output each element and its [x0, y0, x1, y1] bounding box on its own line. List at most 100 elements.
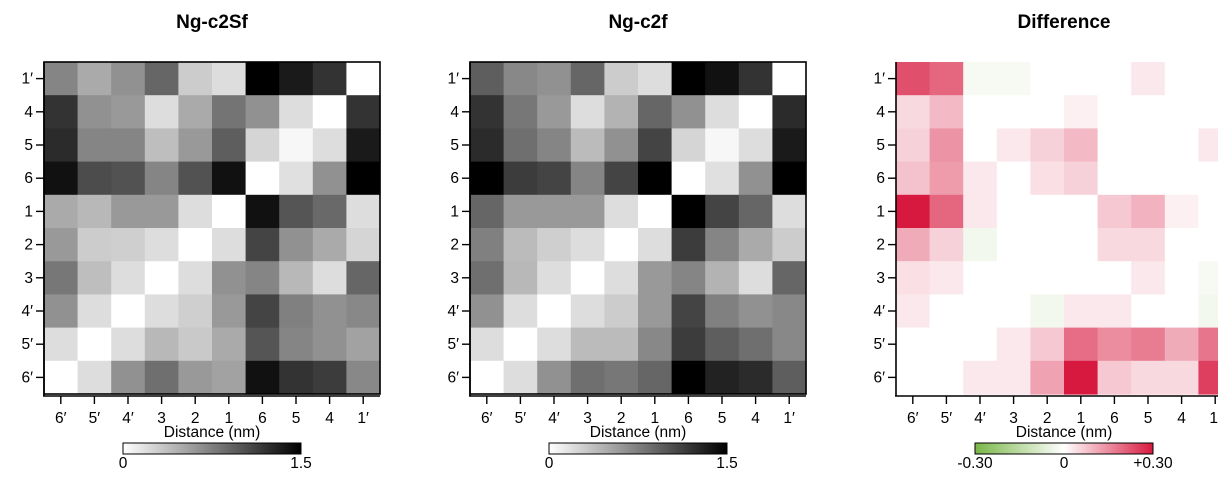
heatmap-cell: [144, 95, 179, 129]
heatmap-cell: [44, 294, 79, 329]
y-tick-label: 6′: [447, 369, 459, 386]
panel-title: Ng-c2Sf: [176, 12, 248, 33]
colorbar-min-label: -0.30: [957, 455, 993, 472]
heatmap-cell: [929, 62, 964, 96]
heatmap-cell: [929, 95, 964, 129]
heatmap-cell: [996, 327, 1031, 362]
heatmap-cell: [212, 62, 247, 96]
heatmap-cell: [312, 62, 347, 96]
heatmap-cell: [772, 360, 807, 395]
heatmap-cell: [963, 294, 998, 329]
heatmap-cell: [1097, 360, 1132, 395]
heatmap-cell: [772, 228, 807, 262]
heatmap-cell: [503, 128, 538, 163]
y-tick-label: 6: [24, 170, 33, 187]
heatmap-cell: [77, 161, 112, 196]
heatmap-cell: [570, 161, 605, 196]
heatmap-cell: [503, 62, 538, 96]
heatmap-cell: [671, 294, 706, 329]
colorbar-max-label: 1.5: [716, 455, 738, 472]
heatmap-cell: [537, 128, 572, 163]
heatmap-cell: [212, 294, 247, 329]
heatmap-cell: [279, 360, 314, 395]
heatmap-cell: [1097, 62, 1132, 96]
heatmap-cell: [111, 360, 146, 395]
heatmap-cell: [1097, 128, 1132, 163]
heatmap-cell: [44, 261, 79, 295]
heatmap-cell: [1030, 261, 1065, 295]
colorbar-label: Distance (nm): [164, 424, 260, 441]
heatmap-cell: [1131, 228, 1166, 262]
y-tick-label: 5′: [447, 336, 459, 353]
heatmap-cell: [929, 228, 964, 262]
heatmap-cell: [144, 261, 179, 295]
heatmap-cell: [638, 327, 673, 362]
heatmap-cell: [671, 128, 706, 163]
heatmap-cell: [963, 327, 998, 362]
x-tick-label: 5′: [941, 410, 953, 427]
heatmap-cell: [738, 327, 773, 362]
heatmap-cell: [1131, 294, 1166, 329]
heatmap-cell: [1164, 294, 1199, 329]
heatmap-cell: [111, 294, 146, 329]
x-tick-label: 1′: [783, 410, 795, 427]
heatmap-cell: [245, 228, 280, 262]
heatmap-cell: [1064, 128, 1099, 163]
heatmap-cell: [178, 62, 213, 96]
heatmap-cell: [738, 261, 773, 295]
heatmap-cell: [346, 294, 381, 329]
heatmap-cell: [212, 327, 247, 362]
heatmap-cell: [671, 261, 706, 295]
x-tick-label: 2: [617, 410, 626, 427]
heatmap-cell: [111, 62, 146, 96]
heatmap-cell: [1030, 128, 1065, 163]
heatmap-cell: [279, 261, 314, 295]
x-tick-label: 1: [1076, 410, 1085, 427]
heatmap-cell: [604, 128, 639, 163]
heatmap-cell: [671, 161, 706, 196]
y-tick-label: 2: [876, 237, 885, 254]
heatmap-cell: [1131, 62, 1166, 96]
heatmap-cell: [144, 228, 179, 262]
heatmap-cell: [604, 360, 639, 395]
x-tick-label: 5′: [515, 410, 527, 427]
heatmap-cell: [570, 194, 605, 229]
y-tick-label: 1: [876, 203, 885, 220]
heatmap-cell: [279, 194, 314, 229]
heatmap-panel-2: Ng-c2f 1′ 4 5 6 1 2 3 4′ 5′ 6′ 6′ 5′ 4′ 3 2 1 6 5 4 1′ Distan…: [447, 12, 807, 472]
heatmap-cell: [772, 128, 807, 163]
heatmap-cell: [470, 95, 505, 129]
heatmap-cell: [537, 194, 572, 229]
heatmap-cell: [44, 194, 79, 229]
heatmap-cell: [537, 161, 572, 196]
heatmap-cell: [279, 62, 314, 96]
colorbar-mid-label: 0: [1060, 455, 1069, 472]
heatmap-cell: [1097, 95, 1132, 129]
heatmap-cell: [996, 194, 1031, 229]
heatmap-cell: [1164, 228, 1199, 262]
heatmap-cell: [245, 327, 280, 362]
heatmap-cell: [929, 194, 964, 229]
heatmap-cell: [1030, 228, 1065, 262]
y-tick-label: 4: [876, 104, 885, 121]
heatmap-cell: [1097, 327, 1132, 362]
x-tick-label: 4′: [122, 410, 134, 427]
y-tick-label: 3: [450, 270, 459, 287]
heatmap-cell: [77, 294, 112, 329]
heatmap-cell: [1064, 228, 1099, 262]
heatmap-cell: [604, 194, 639, 229]
heatmap-cell: [111, 128, 146, 163]
heatmap-cell: [570, 228, 605, 262]
heatmap-cell: [896, 294, 931, 329]
heatmap-cell: [245, 62, 280, 96]
heatmap-cell: [178, 194, 213, 229]
heatmap-cell: [1030, 194, 1065, 229]
heatmap-cell: [996, 128, 1031, 163]
heatmap-cell: [111, 327, 146, 362]
heatmap-cell: [1064, 294, 1099, 329]
heatmap-cell: [570, 294, 605, 329]
y-tick-label: 2: [450, 237, 459, 254]
heatmap-cell: [212, 261, 247, 295]
heatmap-cell: [1097, 161, 1132, 196]
x-tick-label: 6′: [55, 410, 67, 427]
